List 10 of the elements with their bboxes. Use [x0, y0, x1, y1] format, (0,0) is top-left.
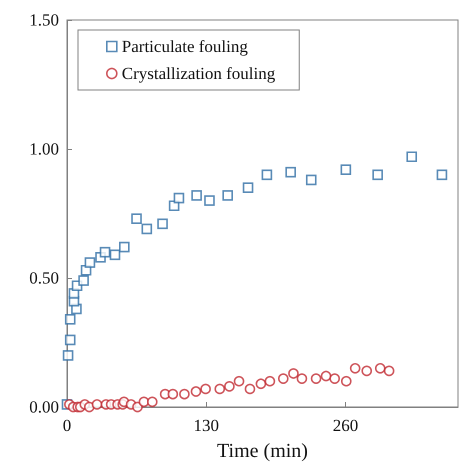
x-tick-label: 260 — [332, 416, 358, 435]
y-tick-label: 0.50 — [29, 268, 59, 288]
y-tick-label: 0.00 — [29, 398, 59, 416]
x-tick-label: 0 — [62, 416, 72, 435]
y-tick-label: 1.50 — [29, 10, 59, 30]
x-axis-title: Time (min) — [217, 440, 308, 462]
y-tick-label: 1.00 — [29, 140, 59, 158]
legend-label: Particulate fouling — [122, 37, 248, 56]
x-tick-label: 130 — [194, 416, 220, 435]
legend-label: Crystallization fouling — [122, 64, 276, 83]
